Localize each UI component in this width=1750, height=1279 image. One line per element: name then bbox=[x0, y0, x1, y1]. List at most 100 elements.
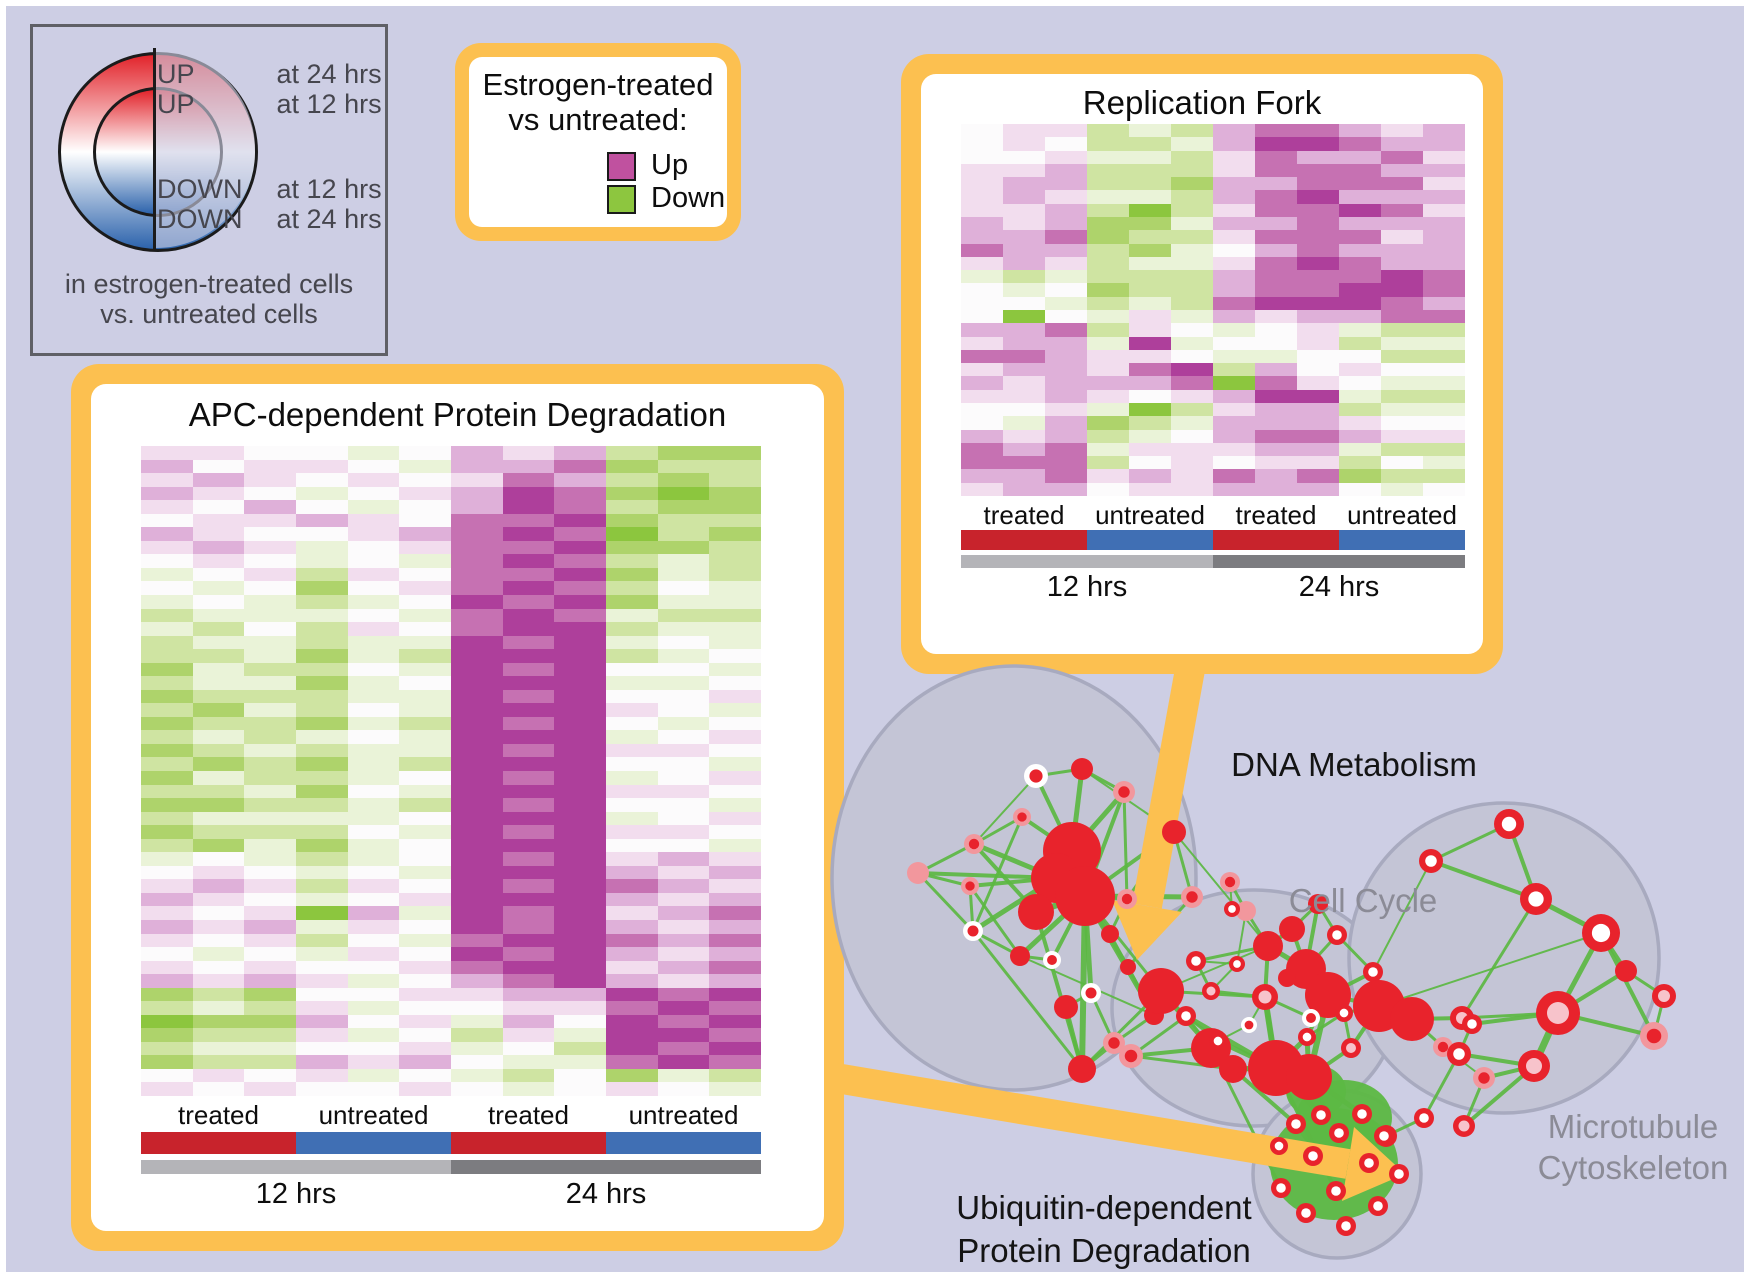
heatmap-cell bbox=[1003, 230, 1045, 244]
heatmap-cell bbox=[1297, 256, 1339, 271]
heatmap-cell bbox=[1045, 416, 1087, 430]
heatmap-cell bbox=[1003, 363, 1045, 377]
heatmap-cell bbox=[709, 513, 761, 528]
gene-node-center bbox=[1591, 923, 1611, 943]
heatmap-cell bbox=[961, 190, 1003, 204]
figure-background: UP at 24 hrs UP at 12 hrs DOWN at 12 hrs… bbox=[6, 6, 1744, 1272]
heatmap-cell bbox=[606, 676, 658, 690]
heatmap-cell bbox=[1045, 429, 1087, 443]
heatmap-cell bbox=[606, 933, 658, 948]
estrogen-legend-card bbox=[469, 57, 727, 227]
heatmap-cell bbox=[347, 1068, 400, 1083]
heatmap-cell bbox=[554, 771, 606, 785]
heatmap-cell bbox=[1213, 216, 1255, 231]
heatmap-cell bbox=[606, 1014, 658, 1029]
ring-direction-label: UP bbox=[157, 59, 195, 89]
heatmap-cell bbox=[1255, 203, 1297, 217]
heatmap-cell bbox=[296, 703, 348, 717]
heatmap-cell bbox=[606, 730, 658, 744]
heatmap-cell bbox=[1297, 203, 1339, 217]
heatmap-cell bbox=[347, 1014, 400, 1029]
heatmap-cell bbox=[451, 974, 503, 988]
heatmap-cell bbox=[141, 567, 193, 582]
heatmap-cell bbox=[347, 567, 400, 582]
heatmap-cell bbox=[606, 649, 658, 663]
heatmap-cell bbox=[1423, 137, 1465, 151]
heatmap-cell bbox=[451, 960, 503, 975]
heatmap-cell bbox=[1129, 137, 1171, 151]
heatmap-cell bbox=[347, 743, 400, 758]
heatmap-cell bbox=[554, 811, 606, 826]
heatmap-cell bbox=[1339, 323, 1381, 337]
heatmap-cell bbox=[399, 567, 451, 582]
heatmap-cell bbox=[244, 906, 296, 920]
network-edge bbox=[1122, 791, 1129, 900]
heatmap-cell bbox=[141, 594, 193, 609]
heatmap-cell bbox=[1045, 296, 1087, 310]
heatmap-cell bbox=[1171, 402, 1213, 417]
heatmap-cell bbox=[192, 743, 245, 758]
heatmap-cell bbox=[399, 554, 451, 568]
heatmap-cell bbox=[1045, 456, 1087, 470]
heatmap-cell bbox=[451, 608, 503, 623]
heatmap-cell bbox=[606, 879, 658, 893]
heatmap-cell bbox=[451, 486, 503, 501]
gene-node-center bbox=[1419, 1113, 1429, 1123]
heatmap-cell bbox=[451, 1041, 503, 1056]
heatmap-cell bbox=[244, 486, 296, 501]
heatmap-cell bbox=[1297, 349, 1339, 364]
heatmap-cell bbox=[1171, 203, 1213, 217]
heatmap-cell bbox=[244, 473, 296, 487]
ubiquitin-degradation-label: Ubiquitin-dependent Protein Degradation bbox=[956, 1186, 1251, 1272]
heatmap-cell bbox=[192, 987, 245, 1002]
heatmap-cell bbox=[192, 540, 245, 555]
heatmap-cell bbox=[347, 947, 400, 961]
heatmap-cell bbox=[606, 635, 658, 650]
heatmap-cell bbox=[657, 1041, 710, 1056]
heatmap-cell bbox=[1171, 243, 1213, 257]
heatmap-cell bbox=[451, 798, 503, 812]
ring-time-label: at 24 hrs bbox=[276, 59, 382, 89]
gene-node-center bbox=[1258, 990, 1272, 1004]
heatmap-cell bbox=[192, 933, 245, 948]
heatmap-cell bbox=[399, 798, 451, 812]
heatmap-cell bbox=[1045, 376, 1087, 390]
heatmap-cell bbox=[1129, 363, 1171, 377]
heatmap-cell bbox=[709, 974, 761, 988]
heatmap-cell bbox=[1171, 416, 1213, 430]
heatmap-cell bbox=[657, 919, 710, 934]
network-edge bbox=[1173, 831, 1269, 947]
heatmap-cell bbox=[554, 1055, 606, 1069]
heatmap-cell bbox=[1339, 429, 1381, 443]
heatmap-cell bbox=[1003, 124, 1045, 138]
heatmap-cell bbox=[296, 771, 348, 785]
heatmap-cell bbox=[1381, 203, 1423, 217]
heatmap-cell bbox=[296, 825, 348, 839]
heatmap-cell bbox=[1255, 469, 1297, 483]
heatmap-cell bbox=[347, 486, 400, 501]
gene-node-center bbox=[1364, 1158, 1374, 1168]
heatmap-cell bbox=[399, 703, 451, 717]
heatmap-cell bbox=[192, 798, 245, 812]
heatmap-cell bbox=[296, 608, 348, 623]
heatmap-cell bbox=[1423, 323, 1465, 337]
heatmap-cell bbox=[554, 1014, 606, 1029]
heatmap-cell bbox=[502, 1055, 555, 1069]
heatmap-cell bbox=[1423, 124, 1465, 138]
heatmap-cell bbox=[192, 852, 245, 866]
heatmap-cell bbox=[141, 757, 193, 771]
heatmap-cell bbox=[192, 716, 245, 731]
heatmap-cell bbox=[1339, 416, 1381, 430]
heatmap-cell bbox=[1045, 283, 1087, 297]
heatmap-cell bbox=[709, 852, 761, 866]
heatmap-cell bbox=[709, 716, 761, 731]
heatmap-cell bbox=[1255, 389, 1297, 403]
heatmap-cell bbox=[1423, 150, 1465, 164]
heatmap-cell bbox=[1129, 389, 1171, 403]
heatmap-cell bbox=[1255, 270, 1297, 284]
gene-node bbox=[1308, 894, 1328, 914]
heatmap-cell bbox=[606, 500, 658, 514]
heatmap-cell bbox=[502, 771, 555, 785]
heatmap-cell bbox=[1339, 190, 1381, 204]
heatmap-cell bbox=[606, 974, 658, 988]
